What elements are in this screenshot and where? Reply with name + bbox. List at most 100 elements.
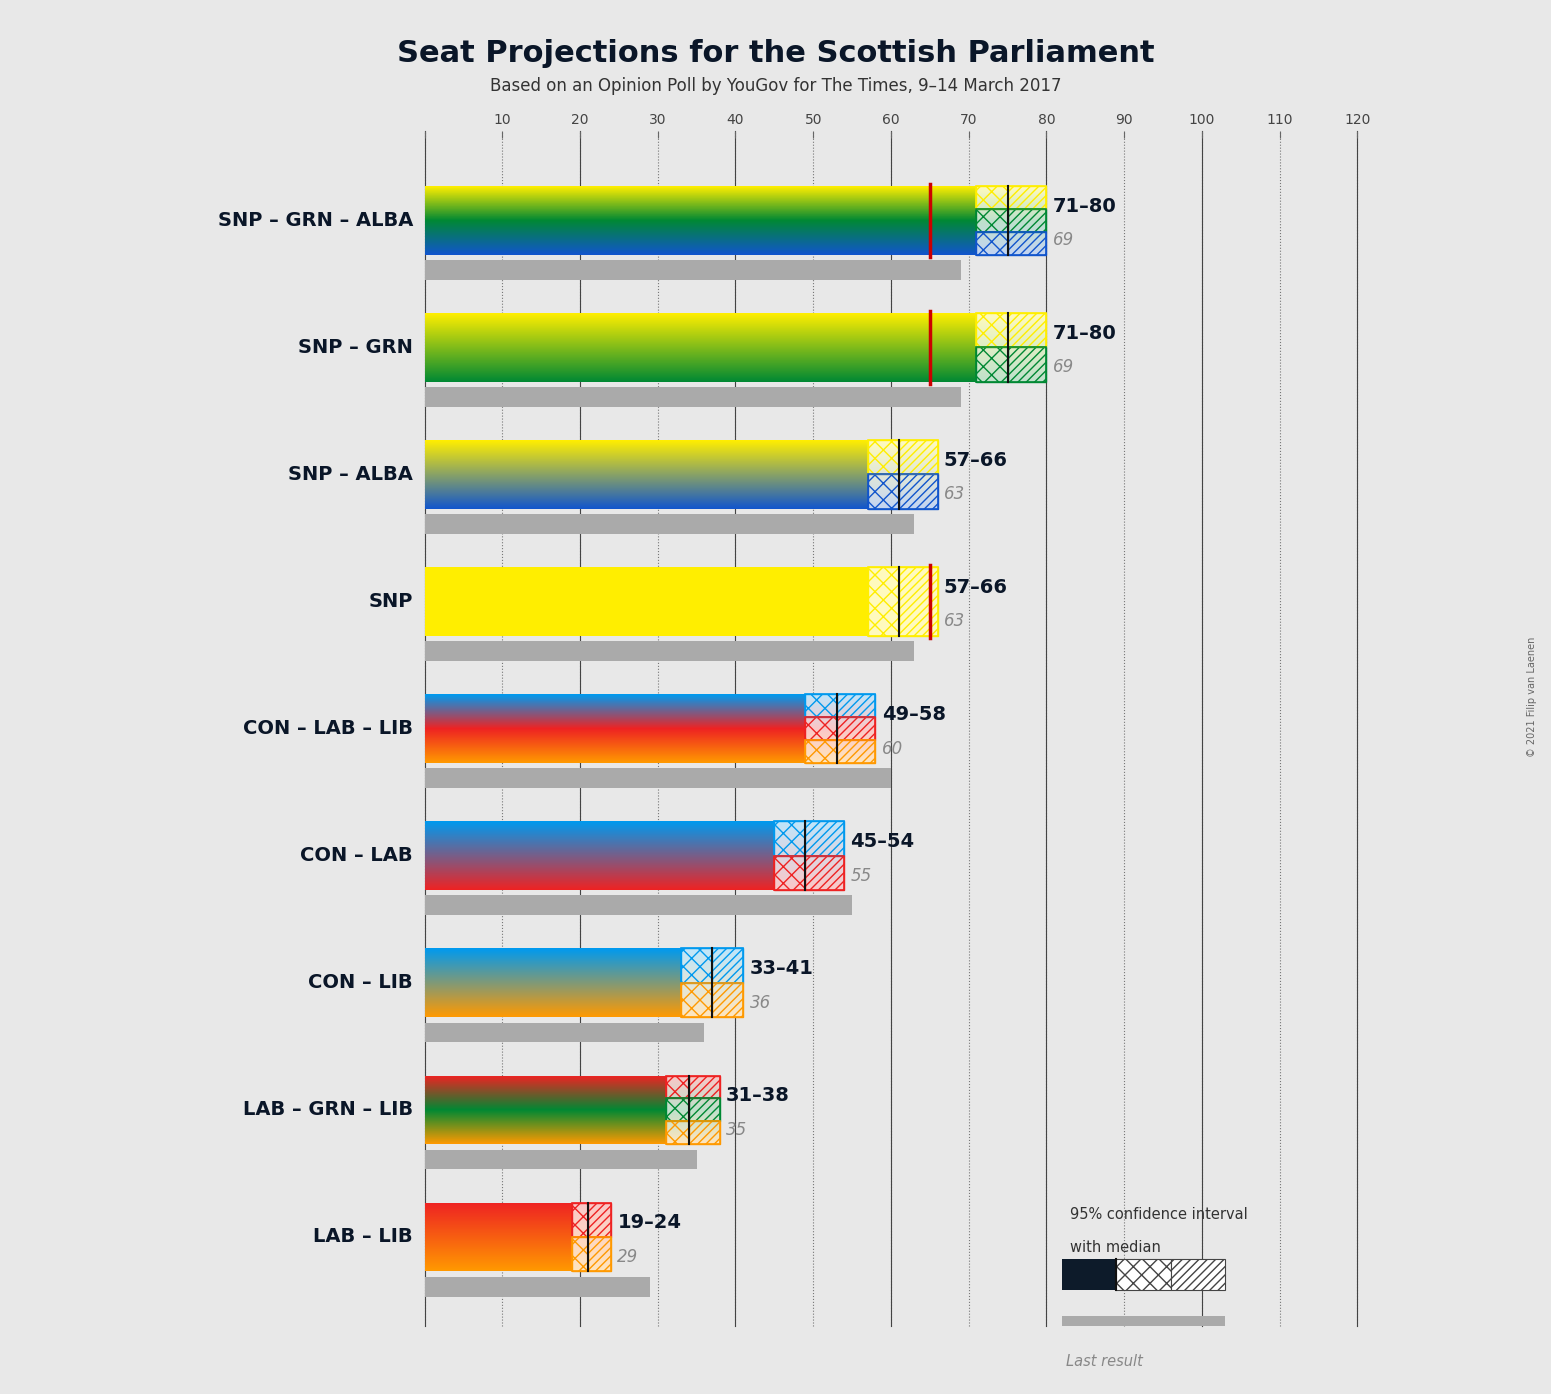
Bar [1117, 1260, 1171, 1291]
Bar [867, 441, 937, 474]
Bar [977, 231, 1008, 255]
Text: SNP – ALBA: SNP – ALBA [288, 466, 413, 484]
Text: 36: 36 [749, 994, 771, 1012]
Bar [665, 1098, 720, 1121]
Text: 69: 69 [1053, 358, 1073, 376]
Text: 69: 69 [1053, 231, 1073, 250]
Bar [836, 717, 875, 740]
Bar [836, 740, 875, 763]
Bar [867, 474, 937, 509]
Text: Last result: Last result [1066, 1354, 1143, 1369]
Bar [1008, 209, 1047, 231]
Text: CON – LAB – LIB: CON – LAB – LIB [244, 719, 413, 737]
Bar [977, 209, 1047, 231]
Bar [977, 231, 1047, 255]
Bar [1008, 187, 1047, 209]
Bar [898, 567, 937, 636]
Bar [774, 856, 805, 889]
Bar [774, 856, 844, 889]
Bar [588, 1236, 611, 1271]
Bar [836, 694, 875, 717]
Text: 49–58: 49–58 [881, 705, 946, 723]
Bar [681, 983, 743, 1018]
Bar [572, 1236, 611, 1271]
Bar [572, 1203, 611, 1236]
Bar [425, 388, 962, 407]
Bar [665, 1121, 689, 1144]
Bar [805, 740, 836, 763]
Text: 60: 60 [881, 739, 903, 757]
Text: 57–66: 57–66 [945, 577, 1008, 597]
Bar [805, 821, 844, 856]
Bar [712, 983, 743, 1018]
Bar [665, 1098, 689, 1121]
Bar [425, 1023, 704, 1043]
Bar [689, 1121, 720, 1144]
Text: © 2021 Filip van Laenen: © 2021 Filip van Laenen [1528, 637, 1537, 757]
Bar [425, 641, 914, 661]
Bar [588, 1203, 611, 1236]
Text: SNP: SNP [369, 592, 413, 611]
Bar [665, 1076, 720, 1098]
Bar [977, 187, 1047, 209]
Bar [805, 740, 875, 763]
Text: 35: 35 [726, 1121, 748, 1139]
Text: LAB – LIB: LAB – LIB [313, 1227, 413, 1246]
Bar [867, 567, 937, 636]
Bar [681, 948, 712, 983]
Text: CON – LAB: CON – LAB [301, 846, 413, 866]
Text: SNP – GRN – ALBA: SNP – GRN – ALBA [217, 210, 413, 230]
Text: 63: 63 [945, 612, 965, 630]
Bar [774, 821, 805, 856]
Text: 33–41: 33–41 [749, 959, 813, 977]
Bar [665, 1076, 689, 1098]
Bar [867, 474, 898, 509]
Text: 71–80: 71–80 [1053, 323, 1117, 343]
Bar [805, 717, 836, 740]
Bar [867, 567, 898, 636]
Bar [1008, 231, 1047, 255]
Text: 71–80: 71–80 [1053, 197, 1117, 216]
Bar [805, 694, 836, 717]
Text: 29: 29 [617, 1248, 639, 1266]
Bar [425, 1150, 696, 1170]
Bar [977, 209, 1008, 231]
Bar [977, 314, 1008, 347]
Bar [689, 1098, 720, 1121]
Bar [665, 1121, 720, 1144]
Text: 19–24: 19–24 [617, 1213, 681, 1232]
Bar [1008, 347, 1047, 382]
Bar [1062, 1316, 1225, 1335]
Text: 57–66: 57–66 [945, 450, 1008, 470]
Bar [867, 441, 898, 474]
Bar [681, 948, 743, 983]
Bar [774, 821, 844, 856]
Bar [1008, 314, 1047, 347]
Bar [977, 187, 1008, 209]
Bar [681, 983, 712, 1018]
Bar [977, 314, 1047, 347]
Bar [977, 347, 1008, 382]
Bar [977, 347, 1047, 382]
Bar [425, 768, 890, 788]
Bar [805, 694, 875, 717]
Text: LAB – GRN – LIB: LAB – GRN – LIB [244, 1100, 413, 1119]
Bar [425, 1277, 650, 1296]
Bar [572, 1203, 588, 1236]
Bar [898, 441, 937, 474]
Text: 95% confidence interval: 95% confidence interval [1070, 1207, 1247, 1221]
Bar [425, 895, 851, 916]
Bar [805, 856, 844, 889]
Bar [1171, 1260, 1225, 1291]
Text: Seat Projections for the Scottish Parliament: Seat Projections for the Scottish Parlia… [397, 39, 1154, 68]
Bar [425, 261, 962, 280]
Text: 45–54: 45–54 [850, 832, 915, 850]
Text: 63: 63 [945, 485, 965, 503]
Bar [1062, 1260, 1117, 1291]
Text: 31–38: 31–38 [726, 1086, 789, 1105]
Text: with median: with median [1070, 1239, 1160, 1255]
Text: CON – LIB: CON – LIB [309, 973, 413, 993]
Bar [689, 1076, 720, 1098]
Bar [572, 1236, 588, 1271]
Text: Based on an Opinion Poll by YouGov for The Times, 9–14 March 2017: Based on an Opinion Poll by YouGov for T… [490, 77, 1061, 95]
